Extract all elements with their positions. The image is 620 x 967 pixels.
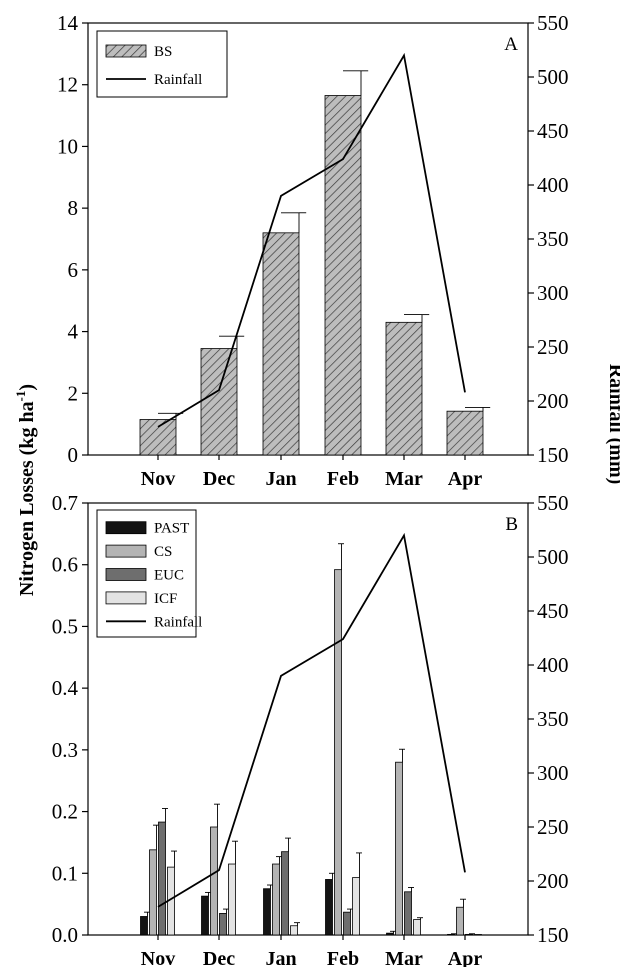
left-tick-label: 0.7 [52, 491, 78, 515]
x-category-label: Dec [203, 468, 235, 490]
left-tick-label: 8 [68, 196, 79, 220]
left-tick-label: 12 [57, 73, 78, 97]
bar-euc-mar [404, 891, 412, 936]
legend-box [96, 30, 228, 98]
right-tick-label: 450 [537, 119, 569, 143]
x-category-label: Nov [141, 948, 175, 967]
y-axis-right-title: Rainfall (mm) [605, 364, 620, 485]
bar-past-feb [325, 879, 333, 936]
rainfall-line [157, 52, 466, 428]
right-tick-label: 350 [537, 707, 569, 731]
right-tick-label: 550 [537, 491, 569, 515]
right-tick-label: 250 [537, 335, 569, 359]
bar-icf-feb [352, 877, 360, 936]
x-category-label: Apr [448, 948, 483, 967]
x-category-label: Nov [141, 468, 175, 490]
bar-euc-jan [281, 851, 289, 936]
bar-euc-apr [465, 933, 473, 936]
right-tick-label: 300 [537, 761, 569, 785]
bar-past-nov [140, 916, 148, 936]
legend-swatch-icf [105, 591, 147, 605]
bar-bs-apr [446, 410, 484, 456]
x-category-label: Mar [385, 468, 423, 490]
bar-euc-feb [343, 911, 351, 936]
bar-bs-dec [200, 348, 238, 456]
y-axis-left-title: Nitrogen Losses (kg ha-1) [13, 384, 38, 596]
right-tick-label: 500 [537, 545, 569, 569]
bar-past-apr [447, 933, 455, 936]
bar-bs-mar [385, 321, 423, 456]
left-tick-label: 0 [68, 443, 79, 467]
bar-bs-nov [139, 419, 177, 456]
right-tick-label: 200 [537, 869, 569, 893]
left-tick-label: 0.3 [52, 738, 78, 762]
bar-euc-dec [219, 913, 227, 936]
bar-cs-nov [149, 849, 157, 936]
left-tick-label: 0.2 [52, 800, 78, 824]
legend-swatch-bs [105, 44, 147, 58]
bar-bs-feb [324, 95, 362, 456]
left-tick-label: 0.6 [52, 553, 78, 577]
left-tick-label: 10 [57, 134, 78, 158]
right-tick-label: 550 [537, 11, 569, 35]
right-tick-label: 200 [537, 389, 569, 413]
right-tick-label: 400 [537, 173, 569, 197]
left-tick-label: 0.0 [52, 923, 78, 947]
bar-cs-mar [395, 761, 403, 936]
left-tick-label: 14 [57, 11, 79, 35]
x-category-label: Feb [327, 948, 359, 967]
bar-past-mar [386, 932, 394, 936]
left-tick-label: 4 [68, 320, 79, 344]
right-tick-label: 300 [537, 281, 569, 305]
legend-swatch-past [105, 521, 147, 535]
left-tick-label: 2 [68, 381, 79, 405]
bar-icf-mar [413, 919, 421, 936]
bar-icf-jan [290, 925, 298, 936]
bar-cs-apr [456, 906, 464, 936]
rainfall-line [157, 532, 466, 908]
bar-icf-dec [228, 863, 236, 936]
legend-label-bs: BS [154, 44, 172, 60]
x-category-label: Mar [385, 948, 423, 967]
right-tick-label: 250 [537, 815, 569, 839]
bar-bs-jan [262, 232, 300, 456]
bar-cs-dec [210, 826, 218, 936]
left-tick-label: 0.1 [52, 861, 78, 885]
right-tick-label: 450 [537, 599, 569, 623]
right-tick-label: 150 [537, 923, 569, 947]
panel-label-a: A [504, 34, 518, 55]
right-tick-label: 150 [537, 443, 569, 467]
bar-euc-nov [158, 821, 166, 936]
panel-b-chart: 0.0 0.1 0.2 0.3 0.4 0.5 0.6 0.7 150 200 250 300 350 4… [52, 491, 569, 967]
legend-label-cs: CS [154, 544, 172, 560]
left-tick-label: 0.5 [52, 614, 78, 638]
panel-label-b: B [505, 514, 518, 535]
right-tick-label: 400 [537, 653, 569, 677]
panel-a-chart: 0 2 4 6 8 10 12 14 150 200 250 300 350 400 450 500 550 No… [57, 11, 569, 490]
right-tick-label: 350 [537, 227, 569, 251]
bar-cs-feb [334, 569, 342, 936]
legend-label-rainfall: Rainfall [154, 72, 202, 88]
bar-icf-apr [474, 934, 482, 936]
legend-label-past: PAST [154, 521, 189, 537]
x-category-label: Apr [448, 468, 483, 490]
legend-swatch-euc [105, 568, 147, 581]
legend-label-icf: ICF [154, 591, 177, 607]
bar-past-jan [263, 888, 271, 936]
legend-label-euc: EUC [154, 568, 184, 584]
left-tick-label: 0.4 [52, 676, 79, 700]
x-category-label: Feb [327, 468, 359, 490]
right-tick-label: 500 [537, 65, 569, 89]
bar-cs-jan [272, 863, 280, 936]
x-category-label: Dec [203, 948, 235, 967]
bar-past-dec [201, 895, 209, 936]
left-tick-label: 6 [68, 258, 79, 282]
x-category-label: Jan [265, 468, 296, 490]
x-category-label: Jan [265, 948, 296, 967]
legend-swatch-cs [105, 544, 147, 558]
legend-label-rainfall: Rainfall [154, 614, 202, 630]
